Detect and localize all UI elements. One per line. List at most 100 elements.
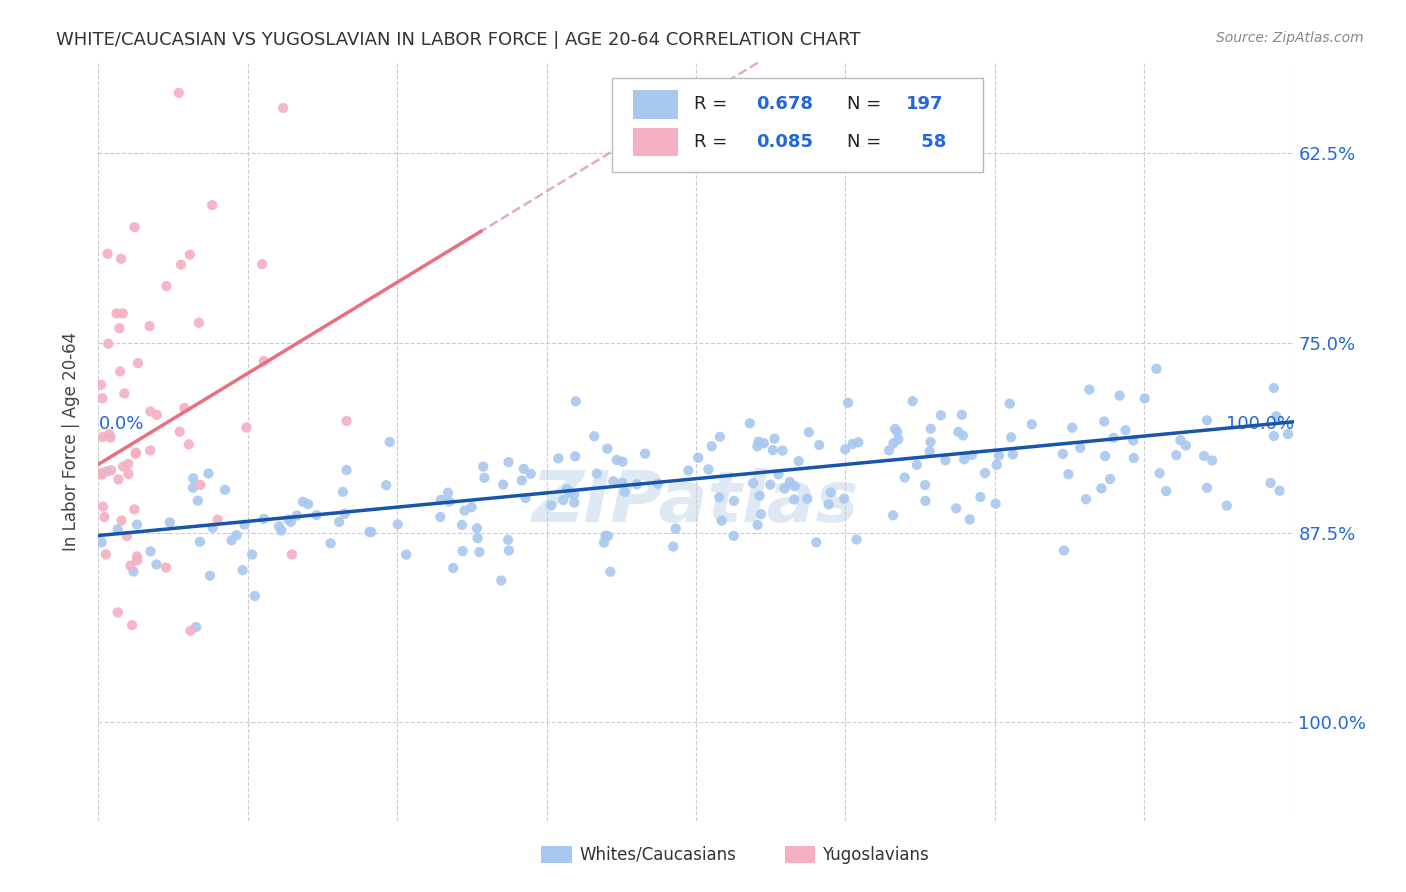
Point: [877, 443, 900, 458]
Point: [173, 401, 195, 415]
Point: [555, 482, 578, 496]
Point: [796, 491, 818, 506]
Point: [564, 394, 586, 409]
Point: [772, 443, 794, 458]
Point: [820, 485, 842, 500]
Point: [98, 427, 121, 442]
Point: [117, 467, 139, 481]
Point: [748, 434, 770, 449]
Point: [451, 517, 474, 532]
Point: [709, 430, 731, 444]
Point: [779, 475, 801, 489]
Point: [335, 463, 357, 477]
Point: [969, 490, 991, 504]
Point: [139, 404, 162, 418]
Point: [1122, 434, 1144, 448]
Text: WHITE/CAUCASIAN VS YUGOSLAVIAN IN LABOR FORCE | AGE 20-64 CORRELATION CHART: WHITE/CAUCASIAN VS YUGOSLAVIAN IN LABOR …: [56, 31, 860, 49]
Point: [108, 364, 131, 378]
Point: [1069, 441, 1091, 455]
Point: [97, 336, 120, 351]
Point: [105, 306, 128, 320]
Point: [1114, 423, 1136, 437]
Point: [277, 512, 299, 526]
Point: [547, 451, 569, 466]
Point: [453, 503, 475, 517]
Point: [817, 498, 839, 512]
Point: [375, 478, 398, 492]
Point: [848, 435, 870, 450]
Point: [107, 522, 129, 536]
Point: [762, 443, 785, 458]
Point: [117, 457, 139, 471]
Point: [93, 510, 115, 524]
Point: [1268, 483, 1291, 498]
Point: [558, 486, 581, 500]
Point: [583, 429, 606, 443]
Point: [1195, 413, 1218, 427]
Point: [429, 510, 451, 524]
Point: [155, 560, 177, 574]
Point: [748, 489, 770, 503]
Text: 197: 197: [907, 95, 943, 113]
Text: N =: N =: [846, 133, 887, 151]
Point: [145, 558, 167, 572]
Point: [177, 437, 200, 451]
Point: [441, 561, 464, 575]
Point: [797, 425, 820, 440]
Point: [124, 447, 146, 461]
Point: [612, 455, 634, 469]
Point: [602, 474, 624, 488]
Point: [111, 306, 134, 320]
Point: [1201, 453, 1223, 467]
Point: [139, 544, 162, 558]
Point: [395, 548, 418, 562]
Point: [887, 433, 910, 447]
Point: [562, 487, 585, 501]
Point: [243, 589, 266, 603]
Point: [96, 464, 118, 478]
Point: [240, 548, 263, 562]
Point: [540, 499, 562, 513]
Point: [948, 425, 970, 439]
Point: [359, 524, 381, 539]
Point: [496, 533, 519, 547]
Point: [1108, 388, 1130, 402]
Point: [1265, 409, 1288, 424]
Text: Source: ZipAtlas.com: Source: ZipAtlas.com: [1216, 31, 1364, 45]
Point: [747, 439, 769, 453]
Point: [1001, 447, 1024, 461]
Point: [515, 491, 537, 505]
Point: [100, 430, 122, 444]
Point: [553, 493, 575, 508]
Point: [492, 477, 515, 491]
Text: 0.678: 0.678: [756, 95, 813, 113]
Point: [90, 466, 112, 480]
Point: [96, 246, 118, 260]
Point: [280, 515, 302, 529]
Point: [498, 543, 520, 558]
Point: [167, 86, 190, 100]
Point: [960, 448, 983, 462]
Point: [564, 450, 586, 464]
Point: [221, 533, 243, 548]
Point: [783, 479, 806, 493]
Point: [225, 528, 247, 542]
Point: [1216, 499, 1239, 513]
Point: [235, 420, 257, 434]
Point: [451, 544, 474, 558]
Point: [742, 476, 765, 491]
Point: [901, 394, 924, 409]
Point: [124, 502, 146, 516]
Point: [1133, 392, 1156, 406]
Point: [180, 624, 202, 638]
Point: [834, 442, 856, 457]
Point: [91, 391, 114, 405]
FancyBboxPatch shape: [613, 78, 983, 172]
Point: [121, 618, 143, 632]
Point: [647, 476, 669, 491]
Point: [945, 501, 967, 516]
Point: [678, 463, 700, 477]
Point: [610, 475, 633, 490]
Point: [1099, 472, 1122, 486]
Point: [520, 467, 543, 481]
